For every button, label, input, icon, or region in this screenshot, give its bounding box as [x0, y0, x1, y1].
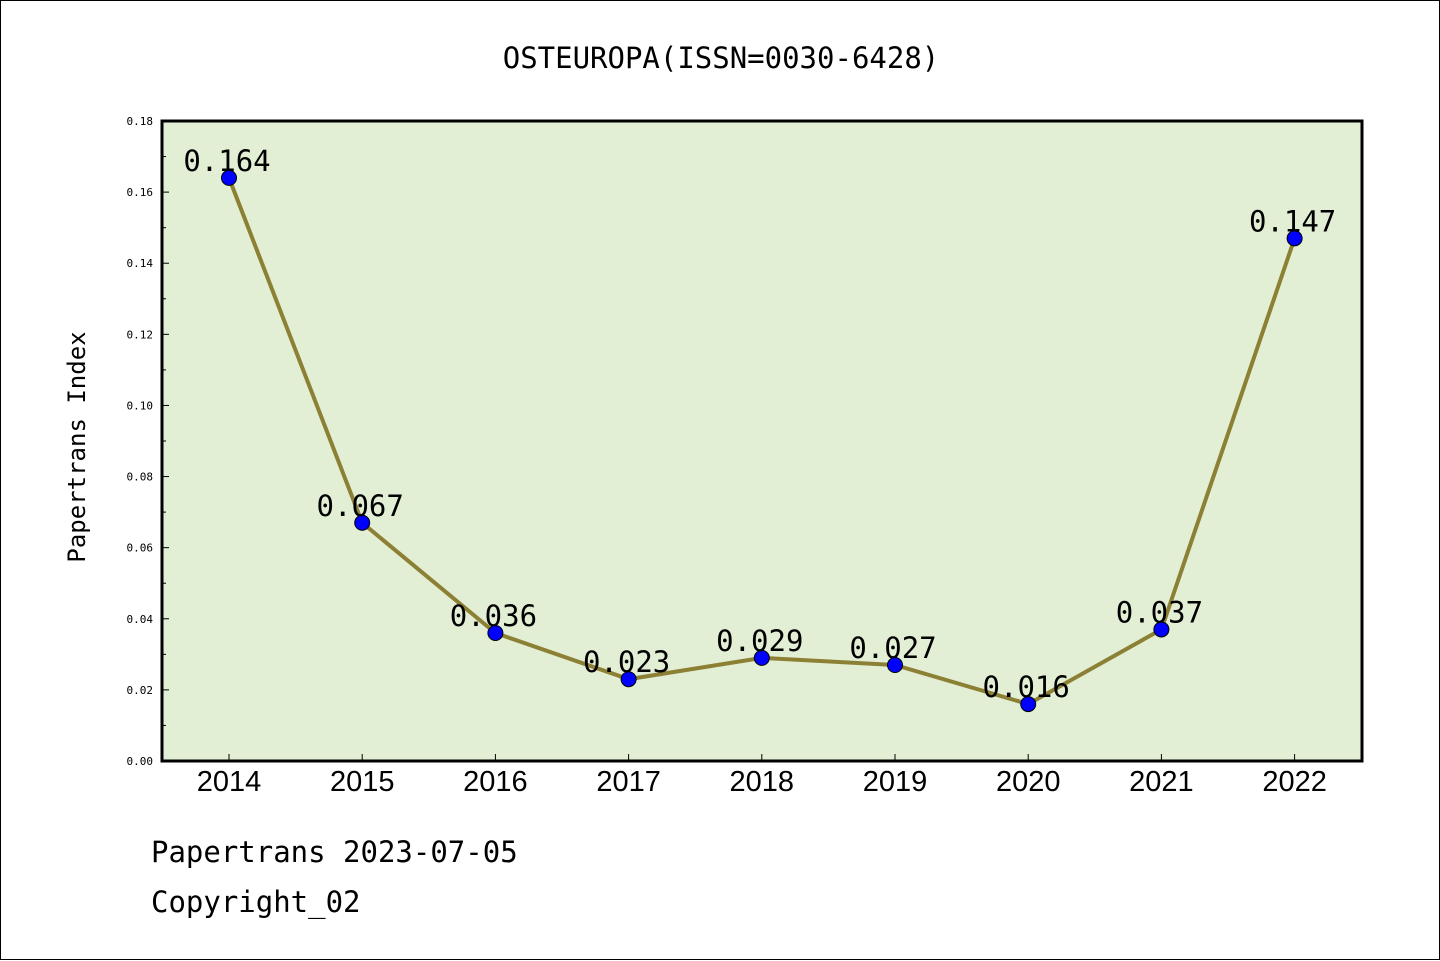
x-tick-label: 2019 [863, 766, 928, 798]
y-tick-label: 0.06 [127, 542, 154, 555]
footer-date: Papertrans 2023-07-05 [151, 835, 518, 869]
data-point [1153, 621, 1170, 638]
data-point [354, 514, 371, 531]
y-tick-label: 0.08 [127, 471, 154, 484]
y-tick-label: 0.04 [127, 613, 154, 626]
data-label: 0.016 [983, 670, 1070, 704]
data-labels: 0.164 0.067 0.036 0.023 0.029 0.027 0.016 0.037… [183, 144, 1336, 704]
y-tick-label: 0.10 [127, 399, 154, 412]
data-point [753, 649, 770, 666]
data-label: 0.023 [583, 645, 670, 679]
x-tick-label: 2021 [1129, 766, 1194, 798]
x-tick-label: 2015 [330, 766, 395, 798]
data-label: 0.036 [450, 599, 537, 633]
chart-title: OSTEUROPA(ISSN=0030-6428) [503, 41, 940, 75]
x-tick-label: 2020 [996, 766, 1061, 798]
data-point [487, 625, 504, 641]
x-tick-label: 2016 [463, 766, 528, 798]
data-point [221, 169, 237, 186]
data-point [887, 657, 903, 673]
data-label: 0.027 [849, 631, 936, 665]
x-axis: 2014 2015 2016 2017 2018 2019 2020 2021 2022 [197, 754, 1327, 798]
data-label: 0.037 [1116, 595, 1203, 629]
y-tick-label: 0.18 [127, 115, 154, 128]
data-label: 0.029 [716, 624, 803, 658]
y-tick-label: 0.16 [127, 186, 154, 199]
y-tick-label: 0.02 [127, 684, 154, 697]
data-point [620, 671, 637, 688]
data-point [1020, 696, 1037, 713]
y-axis-label: Papertrans Index [63, 331, 91, 562]
y-tick-label: 0.14 [127, 257, 154, 270]
data-label: 0.147 [1249, 204, 1336, 238]
x-tick-label: 2017 [596, 766, 661, 798]
y-tick-label: 0.00 [127, 755, 154, 768]
data-label: 0.164 [183, 144, 270, 178]
y-tick-label: 0.12 [127, 328, 154, 341]
x-tick-label: 2018 [730, 766, 795, 798]
x-tick-label: 2022 [1262, 766, 1327, 798]
footer-copyright: Copyright_02 [151, 885, 361, 919]
data-points [221, 169, 1303, 713]
x-tick-label: 2014 [197, 766, 262, 798]
data-label: 0.067 [317, 489, 404, 523]
y-axis: 0.00 0.02 0.04 0.06 0.08 0.10 0.12 0.14 0.16 0.18 [127, 115, 169, 768]
data-point [1286, 230, 1303, 247]
